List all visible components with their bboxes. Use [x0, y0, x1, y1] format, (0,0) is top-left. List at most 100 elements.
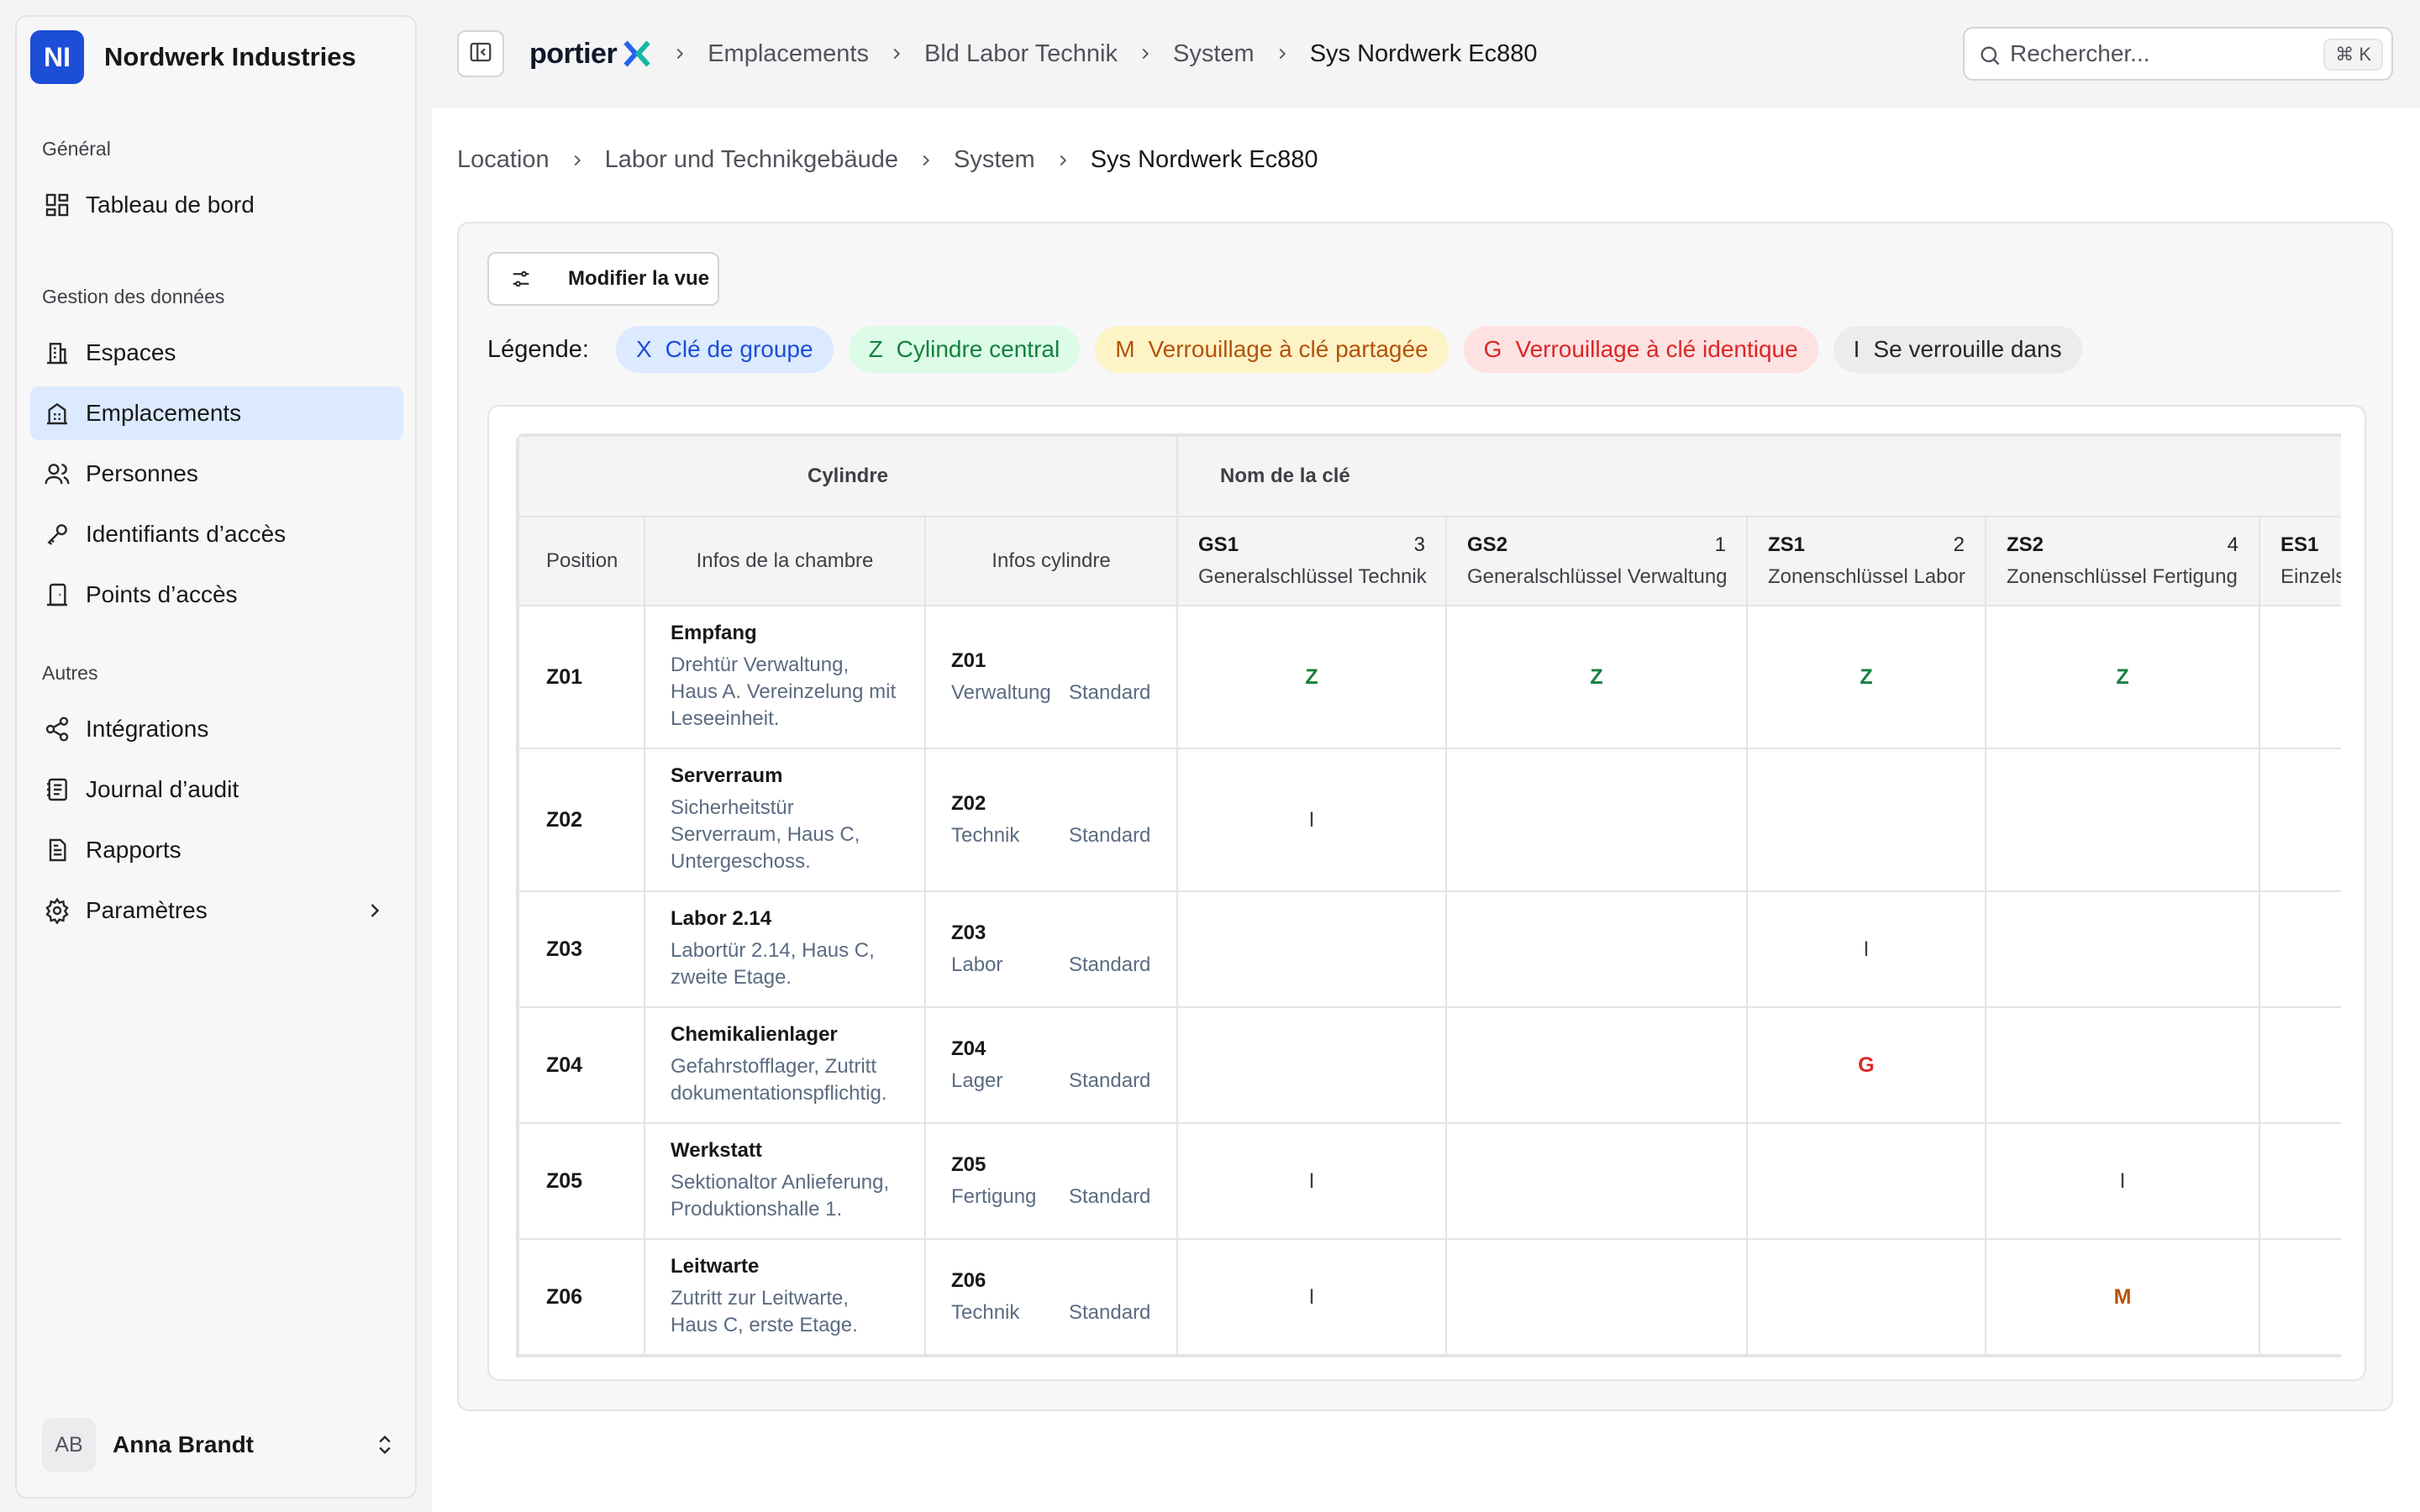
col-header-room: Infos de la chambre [644, 516, 926, 606]
matrix-cell[interactable]: Z [1985, 605, 2261, 749]
matrix-cell[interactable] [2259, 605, 2341, 749]
org-logo: NI [30, 30, 84, 84]
room-name: Empfang [671, 622, 757, 644]
matrix-cell[interactable] [1445, 1122, 1749, 1240]
matrix-cell[interactable]: I [1176, 748, 1448, 892]
table-row[interactable]: Z01 Empfang Drehtür Verwaltung, Haus A. Ve… [518, 605, 2341, 749]
sidebar-toggle-button[interactable] [457, 30, 504, 77]
matrix-cell[interactable] [1746, 748, 1987, 892]
key-header[interactable]: GS1 3 Generalschlüssel Technik [1176, 516, 1448, 606]
matrix-cell[interactable]: I [1746, 890, 1987, 1008]
top-crumb-building[interactable]: Bld Labor Technik [924, 39, 1118, 67]
top-crumb-locations[interactable]: Emplacements [708, 39, 869, 67]
matrix-cell[interactable]: I [1176, 1238, 1448, 1356]
matrix-cell[interactable] [1445, 1238, 1749, 1356]
cylinder-type: Standard [1069, 953, 1151, 976]
matrix-cell[interactable] [2259, 1238, 2341, 1356]
legend-chip-central-cylinder: Z Cylindre central [848, 326, 1081, 373]
key-name: Einzelschlüssel [2281, 565, 2341, 588]
sidebar-item-spaces[interactable]: Espaces [30, 326, 403, 380]
room-description: Zutritt zur Leitwarte, Haus C, erste Eta… [671, 1287, 858, 1336]
sliders-icon [509, 267, 533, 291]
matrix-cell[interactable] [1985, 748, 2261, 892]
key-count: 1 [1714, 533, 1727, 556]
matrix-cell[interactable] [1746, 1122, 1987, 1240]
sidebar-item-dashboard[interactable]: Tableau de bord [30, 178, 403, 232]
org-switcher[interactable]: NI Nordwerk Industries [30, 30, 356, 84]
chevron-right-icon [917, 151, 935, 170]
table-row[interactable]: Z02 Serverraum Sicherheitstür Serverraum, … [518, 748, 2341, 892]
cylinder-area: Verwaltung [951, 681, 1051, 704]
matrix-cell[interactable]: Z [1445, 605, 1749, 749]
table-row[interactable]: Z05 Werkstatt Sektionaltor Anlieferung, Pr… [518, 1122, 2341, 1240]
crumb-location[interactable]: Location [457, 146, 550, 173]
sidebar-item-people[interactable]: Personnes [30, 447, 403, 501]
matrix-cell[interactable] [1176, 1006, 1448, 1124]
user-name: Anna Brandt [113, 1431, 254, 1457]
matrix-cell[interactable] [1176, 890, 1448, 1008]
cell-cylinder: Z01 Verwaltung Standard [923, 605, 1179, 749]
crumb-building[interactable]: Labor und Technikgebäude [604, 146, 899, 173]
sidebar-item-reports[interactable]: Rapports [30, 823, 403, 877]
search-shortcut: ⌘ K [2323, 39, 2383, 71]
matrix-cell[interactable]: Z [1746, 605, 1987, 749]
cylinder-name: Z03 [951, 921, 986, 944]
matrix-cell[interactable]: I [1985, 1122, 2261, 1240]
building-icon [44, 339, 71, 366]
room-description: Sektionaltor Anlieferung, Produktionshal… [671, 1171, 890, 1221]
cylinder-name: Z05 [951, 1153, 986, 1176]
nav-group-other: Autres [42, 662, 98, 684]
matrix-cell[interactable] [1746, 1238, 1987, 1356]
sidebar-item-integrations[interactable]: Intégrations [30, 702, 403, 756]
matrix-cell[interactable] [1445, 1006, 1749, 1124]
cell-position: Z03 [518, 890, 645, 1008]
portier-logo[interactable]: portier [529, 38, 652, 71]
matrix-cell[interactable]: G [1746, 1006, 1987, 1124]
matrix-cell[interactable] [2259, 1122, 2341, 1240]
cylinder-name: Z06 [951, 1269, 986, 1292]
locking-plan-card: Modifier la vue Légende: X Clé de groupe … [457, 222, 2393, 1411]
cylinder-details: Verwaltung Standard [951, 681, 1151, 705]
matrix-cell[interactable] [1445, 890, 1749, 1008]
topbar: portier Emplacements Bld Labor Technik S… [432, 0, 2420, 108]
sidebar-item-settings[interactable]: Paramètres [30, 884, 403, 937]
sidebar-item-label: Paramètres [86, 897, 208, 923]
cylinder-area: Technik [951, 824, 1020, 847]
matrix-cell[interactable] [1985, 890, 2261, 1008]
matrix-cell[interactable]: M [1985, 1238, 2261, 1356]
edit-view-button[interactable]: Modifier la vue [487, 252, 719, 306]
table-row[interactable]: Z06 Leitwarte Zutritt zur Leitwarte, Haus … [518, 1238, 2341, 1356]
key-header[interactable]: GS2 1 Generalschlüssel Verwaltung [1445, 516, 1749, 606]
matrix-cell[interactable] [1985, 1006, 2261, 1124]
matrix-cell[interactable] [2259, 1006, 2341, 1124]
sidebar-item-label: Emplacements [86, 400, 242, 426]
matrix-cell[interactable]: I [1176, 1122, 1448, 1240]
sidebar-item-audit-log[interactable]: Journal d’audit [30, 763, 403, 816]
cell-cylinder: Z04 Lager Standard [923, 1006, 1179, 1124]
top-crumb-system[interactable]: System [1173, 39, 1255, 67]
search-icon [1978, 44, 2002, 67]
cylinder-type: Standard [1069, 1069, 1151, 1092]
table-row[interactable]: Z04 Chemikalienlager Gefahrstofflager, Zut… [518, 1006, 2341, 1124]
sidebar-item-label: Rapports [86, 837, 182, 863]
user-menu[interactable]: AB Anna Brandt [42, 1418, 403, 1472]
table-row[interactable]: Z03 Labor 2.14 Labortür 2.14, Haus C, zwei… [518, 890, 2341, 1008]
sidebar-item-locations[interactable]: Emplacements [30, 386, 403, 440]
matrix-cell[interactable]: Z [1176, 605, 1448, 749]
sidebar-item-access-points[interactable]: Points d’accès [30, 568, 403, 622]
matrix-scroll-area[interactable]: Cylindre Nom de la clé Position Infos de… [516, 433, 2341, 1357]
legend-code: G [1483, 336, 1502, 362]
chevron-right-icon [1136, 45, 1155, 63]
search-input[interactable]: Rechercher... ⌘ K [1963, 27, 2393, 81]
matrix-cell[interactable] [1445, 748, 1749, 892]
chevron-right-icon [1054, 151, 1072, 170]
key-header[interactable]: ZS1 2 Zonenschlüssel Labor [1746, 516, 1987, 606]
access-point-icon [44, 581, 71, 608]
key-header[interactable]: ES1 Einzelschlüssel [2259, 516, 2341, 606]
cylinder-details: Lager Standard [951, 1069, 1151, 1093]
sidebar-item-credentials[interactable]: Identifiants d’accès [30, 507, 403, 561]
matrix-cell[interactable] [2259, 890, 2341, 1008]
matrix-cell[interactable] [2259, 748, 2341, 892]
key-header[interactable]: ZS2 4 Zonenschlüssel Fertigung [1985, 516, 2261, 606]
crumb-system[interactable]: System [954, 146, 1035, 173]
